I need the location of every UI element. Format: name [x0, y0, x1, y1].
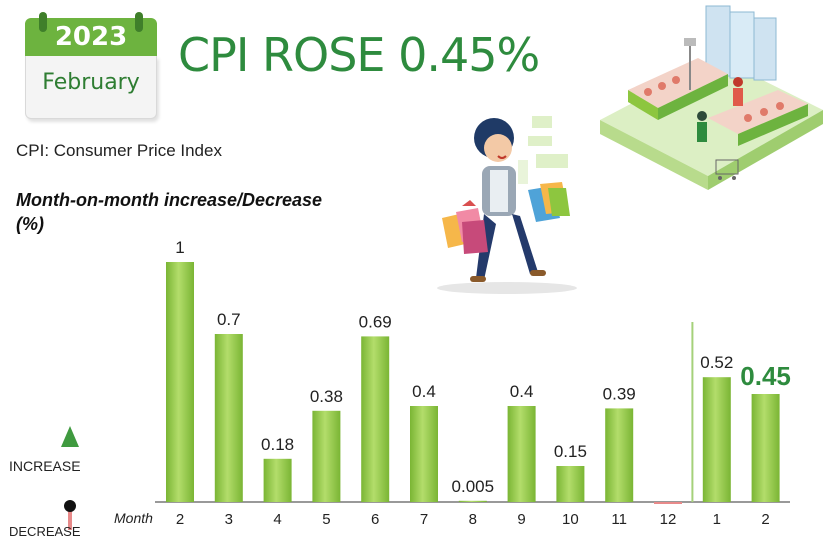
calendar-month: February [42, 70, 140, 95]
x-tick-label: 3 [225, 511, 233, 528]
x-tick-label: 12 [660, 511, 677, 528]
cpi-definition: CPI: Consumer Price Index [16, 141, 222, 160]
calendar-badge: 2023 February [25, 12, 157, 119]
bar-month-12-10-negative [654, 502, 682, 504]
bar-month-1-11 [702, 377, 731, 502]
calendar-year: 2023 [54, 22, 128, 52]
bar-month-10-8 [556, 466, 585, 502]
x-tick-label: 2 [761, 511, 769, 528]
bar-value-label: 0.15 [554, 442, 587, 461]
supermarket-illustration [600, 5, 823, 190]
x-tick-label: 8 [469, 511, 477, 528]
bar-value-label: 0.18 [261, 435, 294, 454]
x-tick-label: 1 [713, 511, 721, 528]
bar-value-label: 0.005 [452, 477, 495, 496]
x-tick-label: 9 [517, 511, 525, 528]
y-axis-title-line1: Month-on-month increase/Decrease [16, 190, 323, 210]
bar-value-label: 0.4 [412, 382, 436, 401]
bar-month-2-0 [166, 262, 194, 502]
bar-value-label: 0.52 [700, 353, 733, 372]
calendar-body [25, 56, 157, 119]
x-tick-label: 11 [611, 511, 627, 528]
x-tick-label: 10 [562, 511, 579, 528]
bar-value-label: 0.69 [359, 312, 392, 331]
bar-month-6-4 [361, 336, 390, 502]
bar-value-label: 0.39 [603, 384, 636, 403]
bar-month-11-9 [605, 408, 634, 502]
bar-value-label: 0.38 [310, 387, 343, 406]
shopping-woman-illustration [437, 116, 577, 294]
bar-value-label: 0.7 [217, 310, 241, 329]
x-tick-label: 4 [273, 511, 281, 528]
y-axis-title: Month-on-month increase/Decrease (%) [16, 188, 322, 236]
bar-month-3-1 [214, 334, 243, 502]
zero-point-marker [64, 500, 76, 512]
month-axis-label: Month [114, 510, 153, 526]
calendar-ring-icon [39, 12, 47, 32]
x-tick-label: 2 [176, 511, 184, 528]
calendar-ring-icon [135, 12, 143, 32]
y-axis-title-line2: (%) [16, 214, 44, 234]
decrease-label: DECREASE [9, 524, 81, 539]
x-tick-label: 6 [371, 511, 379, 528]
bar-month-2-12 [751, 394, 780, 502]
x-tick-label: 7 [420, 511, 428, 528]
bar-month-4-2 [263, 458, 292, 502]
increase-label: INCREASE [9, 458, 81, 474]
increase-arrow-icon [61, 426, 79, 447]
bar-value-label: 0.4 [510, 382, 534, 401]
bar-month-5-3 [312, 410, 341, 502]
bar-value-label: 0.45 [740, 361, 791, 391]
bar-value-label: 1 [175, 238, 184, 257]
bar-month-7-5 [410, 406, 438, 502]
bar-month-9-7 [507, 406, 536, 502]
x-tick-label: 5 [322, 511, 330, 528]
bar-month-8-6 [458, 500, 487, 502]
page-title: CPI ROSE 0.45% [178, 28, 540, 82]
